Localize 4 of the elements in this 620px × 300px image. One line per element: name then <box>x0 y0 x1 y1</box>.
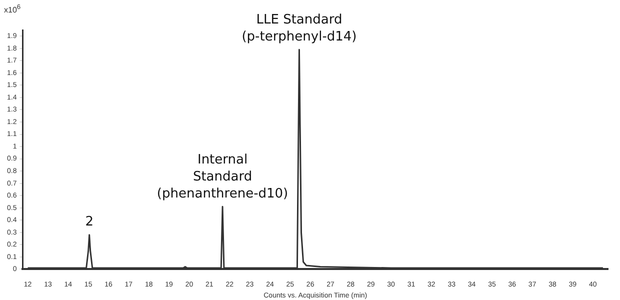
annotation: LLE Standard (p-terphenyl-d14) <box>242 12 357 44</box>
annotation: 2 <box>85 214 94 230</box>
annotation: Internal Standard (phenanthrene-d10) <box>156 152 288 202</box>
y-axis-title: x10$^{6}$ <box>4 4 21 15</box>
